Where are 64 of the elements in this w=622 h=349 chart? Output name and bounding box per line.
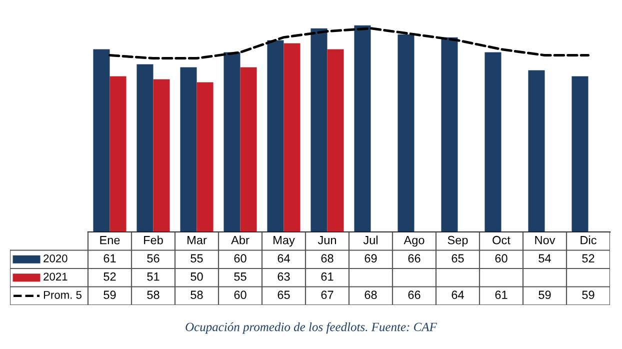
data-label: 60 — [234, 254, 246, 263]
x-tick-label: Abr — [231, 236, 250, 244]
bar — [110, 76, 126, 232]
data-label: 64 — [278, 254, 290, 263]
data-label: 55 — [234, 272, 246, 281]
data-label: 52 — [104, 272, 116, 281]
bar — [354, 25, 371, 232]
x-tick-label: Ago — [404, 236, 424, 247]
data-label: 65 — [278, 290, 290, 300]
data-label: 66 — [408, 254, 420, 263]
data-label: 52 — [582, 254, 594, 263]
bar — [224, 52, 240, 232]
data-label: 60 — [234, 290, 246, 300]
bar — [196, 82, 214, 232]
data-label: 65 — [452, 254, 464, 263]
bar — [441, 37, 458, 232]
data-label: 60 — [495, 254, 508, 263]
x-tick-label: Dic — [580, 236, 596, 244]
x-tick-label: Jun — [318, 236, 336, 244]
legend-label: Prom. 5 — [44, 291, 82, 299]
bar — [327, 49, 344, 232]
x-tick-label: Mar — [188, 236, 207, 244]
data-label: 55 — [190, 254, 203, 263]
x-tick-label: Feb — [144, 236, 163, 244]
text: Ocupación promedio de los feedlots. Fuente: CAF — [186, 322, 438, 334]
legend-label: 2021 — [44, 272, 68, 281]
x-tick-label: Jul — [363, 236, 378, 244]
bar — [284, 43, 300, 232]
bar — [180, 67, 197, 232]
x-tick-label: Nov — [535, 236, 556, 244]
data-label: 69 — [364, 254, 377, 263]
bar — [136, 64, 154, 232]
data-label: 61 — [321, 272, 334, 281]
bar — [267, 40, 284, 232]
data-label: 59 — [538, 290, 551, 300]
bar — [572, 76, 588, 232]
data-label: 61 — [104, 254, 116, 263]
bar — [528, 70, 545, 232]
x-tick-label: May — [274, 236, 295, 247]
data-label: 61 — [495, 290, 508, 300]
data-label: 56 — [147, 254, 160, 263]
data-label: 64 — [452, 290, 464, 300]
x-tick-label: Sep — [448, 236, 468, 247]
data-label: 66 — [408, 290, 420, 300]
bar — [153, 79, 170, 232]
data-label: 58 — [190, 290, 203, 300]
data-label: 59 — [582, 290, 594, 300]
data-label: 68 — [321, 254, 334, 263]
bar — [240, 67, 257, 232]
data-label: 51 — [147, 272, 160, 281]
data-label: 58 — [147, 290, 160, 300]
data-label: 50 — [190, 272, 203, 281]
data-label: 59 — [104, 290, 116, 300]
bar — [484, 52, 502, 232]
x-tick-label: Oct — [492, 236, 510, 244]
data-label: 67 — [321, 290, 334, 300]
data-label: 63 — [278, 272, 290, 281]
data-label: 54 — [538, 254, 551, 263]
bar — [93, 49, 110, 232]
bar — [398, 34, 414, 232]
legend-label: 2020 — [44, 254, 68, 262]
x-tick-label: Ene — [100, 236, 120, 244]
bar — [310, 28, 328, 232]
data-label: 68 — [364, 290, 377, 300]
